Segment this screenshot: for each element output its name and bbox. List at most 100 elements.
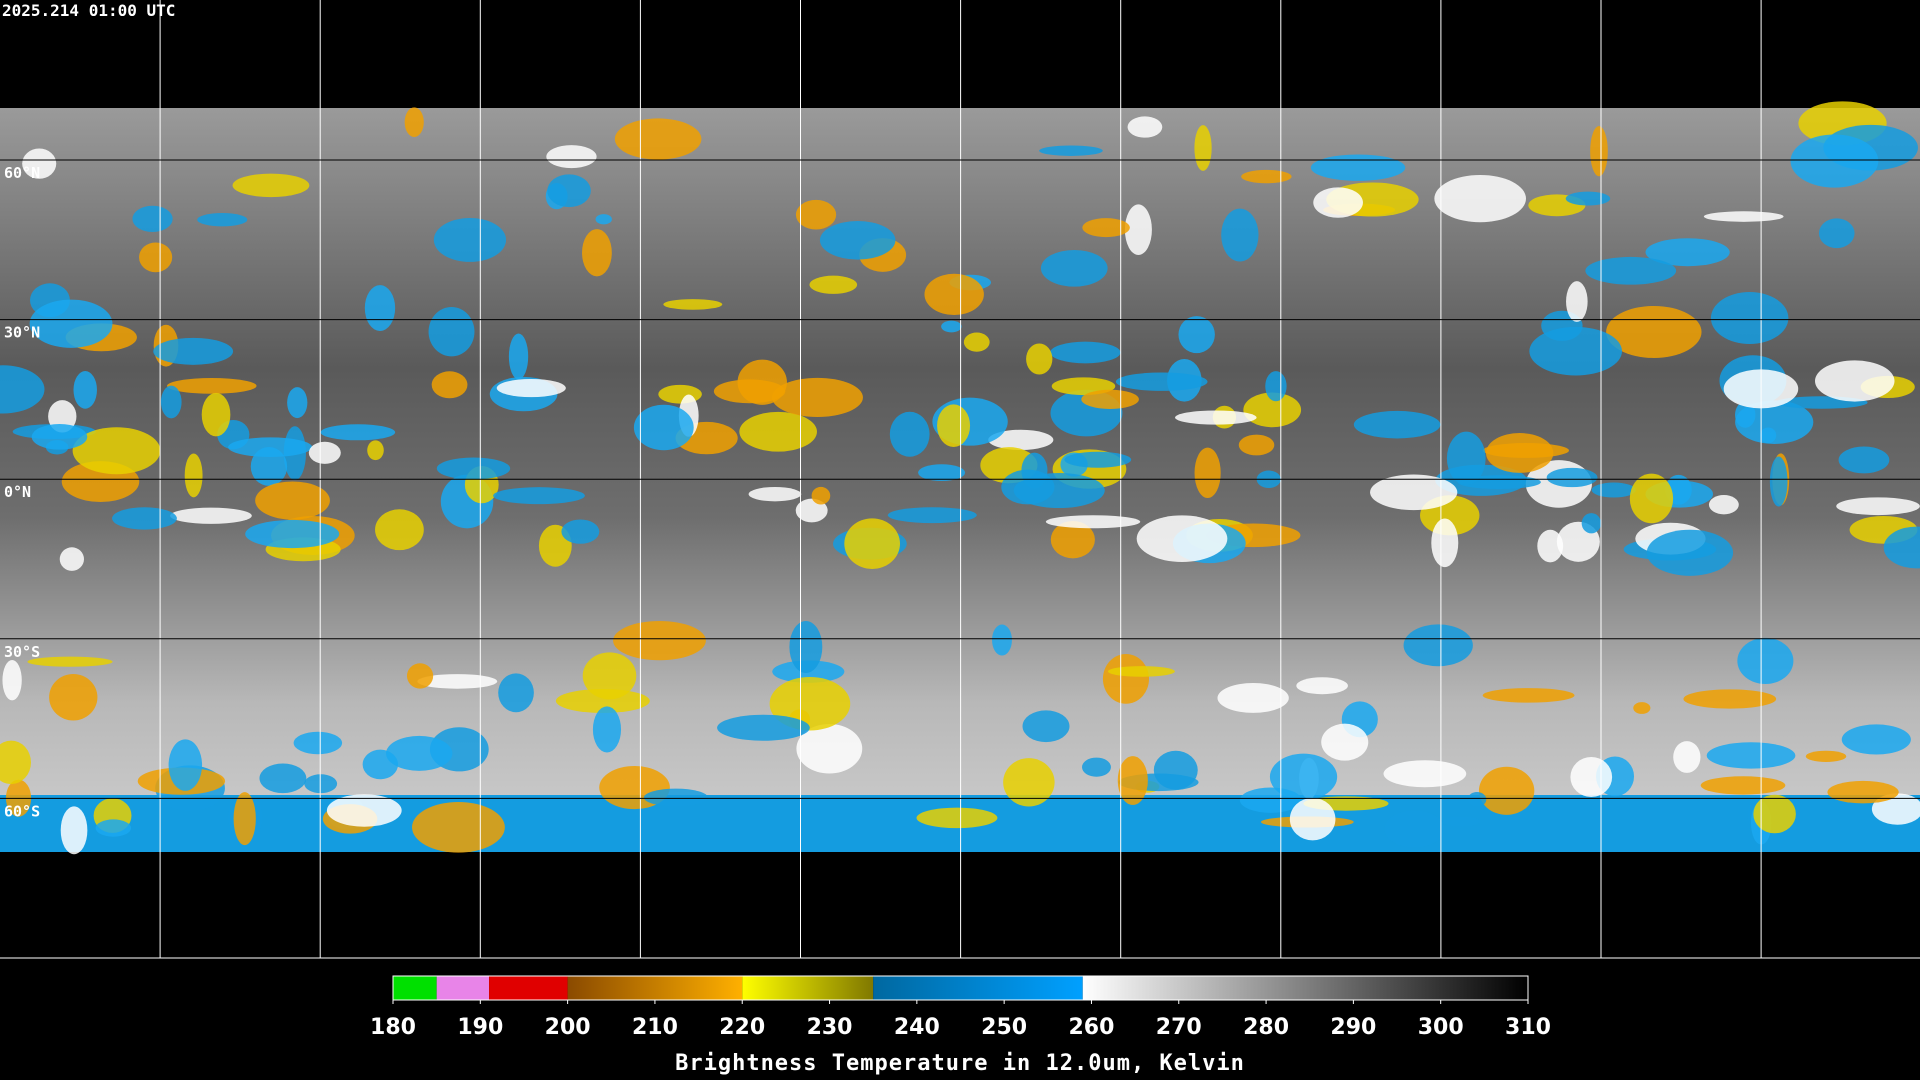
cloud <box>1537 529 1564 563</box>
cloud <box>582 652 637 700</box>
cloud <box>844 518 901 569</box>
cloud <box>811 486 831 505</box>
cloud <box>29 299 113 348</box>
cloud <box>1050 341 1121 364</box>
cloud <box>1194 447 1221 499</box>
cloud <box>160 385 182 419</box>
cloud <box>772 377 863 417</box>
cloud <box>412 801 505 853</box>
cloud <box>1082 218 1130 238</box>
cloud <box>1683 689 1777 709</box>
cloud <box>1737 637 1794 685</box>
cloud <box>1431 518 1459 568</box>
latitude-label: 60°N <box>4 164 40 182</box>
colorbar-tick-label: 220 <box>719 1015 765 1040</box>
cloud <box>1838 446 1890 474</box>
cloud <box>1127 116 1163 138</box>
cloud <box>1606 305 1702 358</box>
cloud <box>1883 526 1920 569</box>
cloud <box>1467 792 1487 807</box>
cloud <box>561 519 600 544</box>
cloud <box>27 656 113 667</box>
cloud <box>1708 495 1739 515</box>
cloud <box>1384 810 1445 848</box>
cloud <box>1175 410 1257 425</box>
cloud <box>1570 757 1613 798</box>
timestamp: 2025.214 01:00 UTC <box>2 1 175 20</box>
cloud <box>508 333 529 380</box>
cloud <box>320 424 396 441</box>
cloud <box>259 763 307 794</box>
cloud <box>1710 292 1789 344</box>
cloud <box>167 378 257 394</box>
cloud <box>250 446 288 486</box>
cloud <box>1153 750 1198 790</box>
cloud <box>1529 326 1622 376</box>
colorbar-tick-label: 200 <box>545 1015 591 1040</box>
cloud <box>592 706 622 753</box>
cloud <box>1633 702 1651 714</box>
cloud <box>431 371 468 399</box>
cloud <box>1045 515 1141 529</box>
cloud <box>1050 520 1095 559</box>
colorbar-tick-label: 290 <box>1330 1015 1376 1040</box>
cloud <box>2 659 22 701</box>
cloud <box>1269 753 1338 800</box>
colorbar-tick-label: 300 <box>1418 1015 1464 1040</box>
cloud <box>197 213 248 227</box>
cloud <box>1108 666 1175 677</box>
cloud <box>918 464 966 482</box>
cloud <box>595 214 612 225</box>
colorbar-tick-label: 270 <box>1156 1015 1202 1040</box>
cloud <box>633 404 694 451</box>
cloud <box>112 507 177 530</box>
cloud <box>1178 316 1215 354</box>
cloud <box>1039 145 1103 156</box>
cloud <box>1115 372 1208 391</box>
cloud <box>941 320 962 333</box>
cloud <box>1136 515 1228 562</box>
cloud <box>375 509 424 551</box>
colorbar-segment <box>873 976 1083 1000</box>
cloud <box>1040 249 1108 287</box>
colorbar-tick-label: 250 <box>981 1015 1027 1040</box>
cloud <box>386 735 453 771</box>
colorbar-tick-label: 230 <box>807 1015 853 1040</box>
cloud <box>795 199 837 230</box>
colorbar-tick-label: 190 <box>457 1015 503 1040</box>
colorbar-tick-label: 310 <box>1505 1015 1551 1040</box>
cloud <box>498 673 534 713</box>
cloud <box>404 107 424 137</box>
colorbar-segment <box>742 976 874 1000</box>
cloud <box>1102 653 1150 704</box>
colorbar-segment <box>489 976 568 1000</box>
cloud <box>496 378 566 398</box>
cloud <box>1706 742 1796 769</box>
cloud <box>287 387 308 419</box>
cloud <box>326 794 402 827</box>
cloud <box>1313 187 1363 218</box>
cloud <box>1760 427 1777 444</box>
cloud <box>1629 473 1674 524</box>
latitude-label: 60°S <box>4 802 40 820</box>
cloud <box>1064 451 1132 468</box>
cloud <box>233 792 256 846</box>
cloud <box>819 221 896 260</box>
cloud <box>364 285 396 332</box>
cloud <box>1814 360 1895 402</box>
cloud <box>1818 218 1855 249</box>
cloud <box>582 229 612 277</box>
cloud <box>1082 757 1111 777</box>
cloud <box>184 453 203 498</box>
cloud <box>1003 758 1055 807</box>
cloud <box>245 519 340 549</box>
cloud <box>937 404 971 448</box>
cloud <box>1238 434 1275 456</box>
cloud <box>1836 497 1920 516</box>
cloud <box>1403 624 1473 667</box>
cloud <box>789 620 823 674</box>
cloud <box>992 624 1012 656</box>
cloud <box>1026 343 1053 375</box>
cloud <box>887 507 977 524</box>
